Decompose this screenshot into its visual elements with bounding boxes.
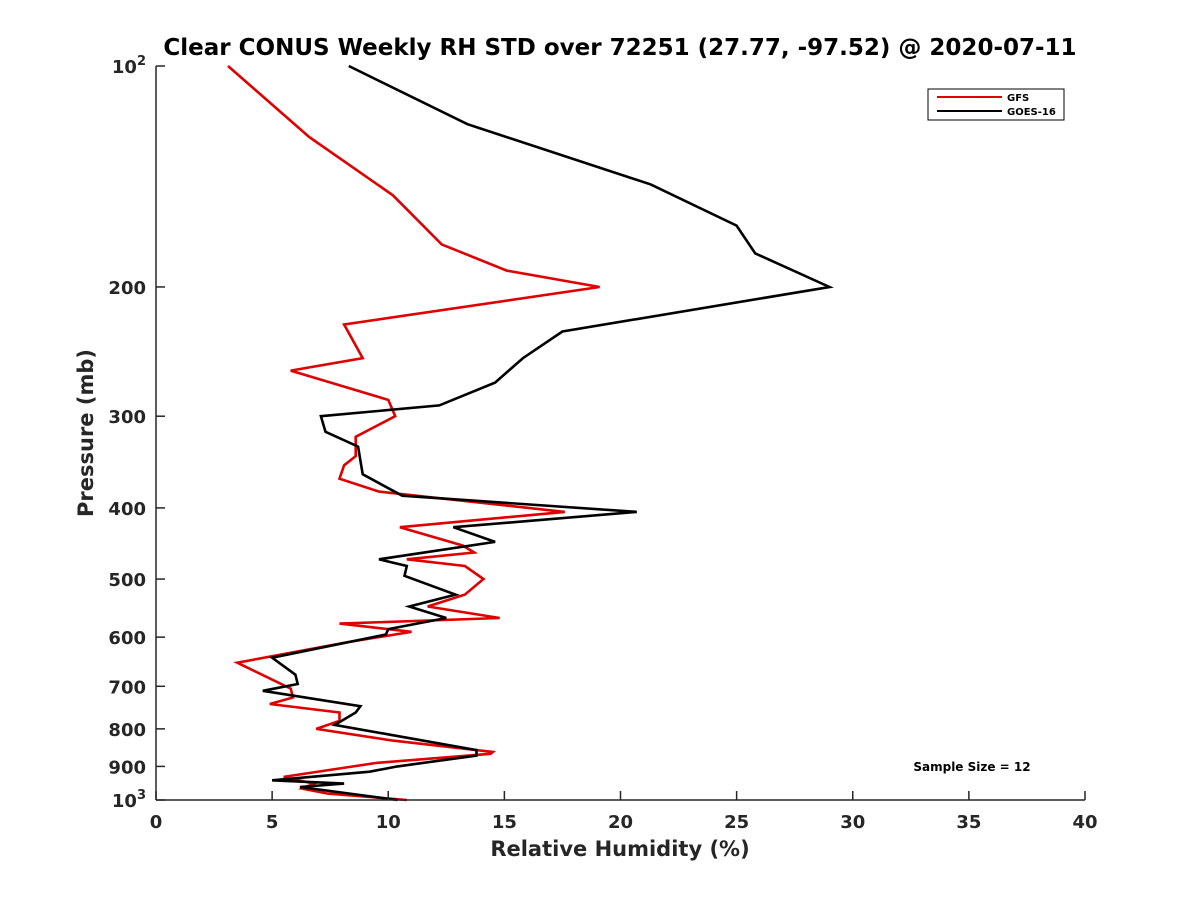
x-tick-label: 15: [492, 812, 517, 833]
series-line-goes16: [262, 64, 834, 802]
x-tick-label: 10: [376, 812, 401, 833]
x-axis-ticks: 0 5 10 15 20 25 30 35 40: [150, 791, 1098, 833]
legend: GFS GOES-16: [927, 88, 1065, 121]
x-tick-label: 40: [1072, 812, 1097, 833]
legend-box: [927, 88, 1065, 121]
y-tick-label: 900: [108, 757, 146, 778]
x-tick-label: 25: [724, 812, 749, 833]
chart-title: Clear CONUS Weekly RH STD over 72251 (27…: [163, 35, 1076, 61]
y-axis-label: Pressure (mb): [74, 349, 98, 517]
y-tick-label: 103: [112, 788, 146, 812]
y-tick-label: 600: [108, 628, 146, 649]
x-tick-label: 5: [266, 812, 279, 833]
y-tick-label: 700: [108, 677, 146, 698]
x-tick-label: 20: [608, 812, 633, 833]
y-tick-label: 300: [108, 407, 146, 428]
y-tick-label: 400: [108, 499, 146, 520]
y-tick-label: 500: [108, 570, 146, 591]
y-tick-label: 102: [112, 54, 146, 78]
plot-lines: [227, 64, 834, 802]
sample-size-annotation: Sample Size = 12: [913, 760, 1030, 774]
legend-label-gfs: GFS: [1007, 93, 1029, 104]
x-tick-label: 30: [840, 812, 865, 833]
y-tick-label: 200: [108, 278, 146, 299]
y-axis-ticks: 102 200 300 400 500 600 700 800 900 103: [108, 54, 165, 812]
x-tick-label: 0: [150, 812, 163, 833]
legend-label-goes16: GOES-16: [1007, 107, 1056, 118]
y-tick-label: 800: [108, 720, 146, 741]
x-axis-label: Relative Humidity (%): [490, 837, 749, 861]
x-tick-label: 35: [956, 812, 981, 833]
